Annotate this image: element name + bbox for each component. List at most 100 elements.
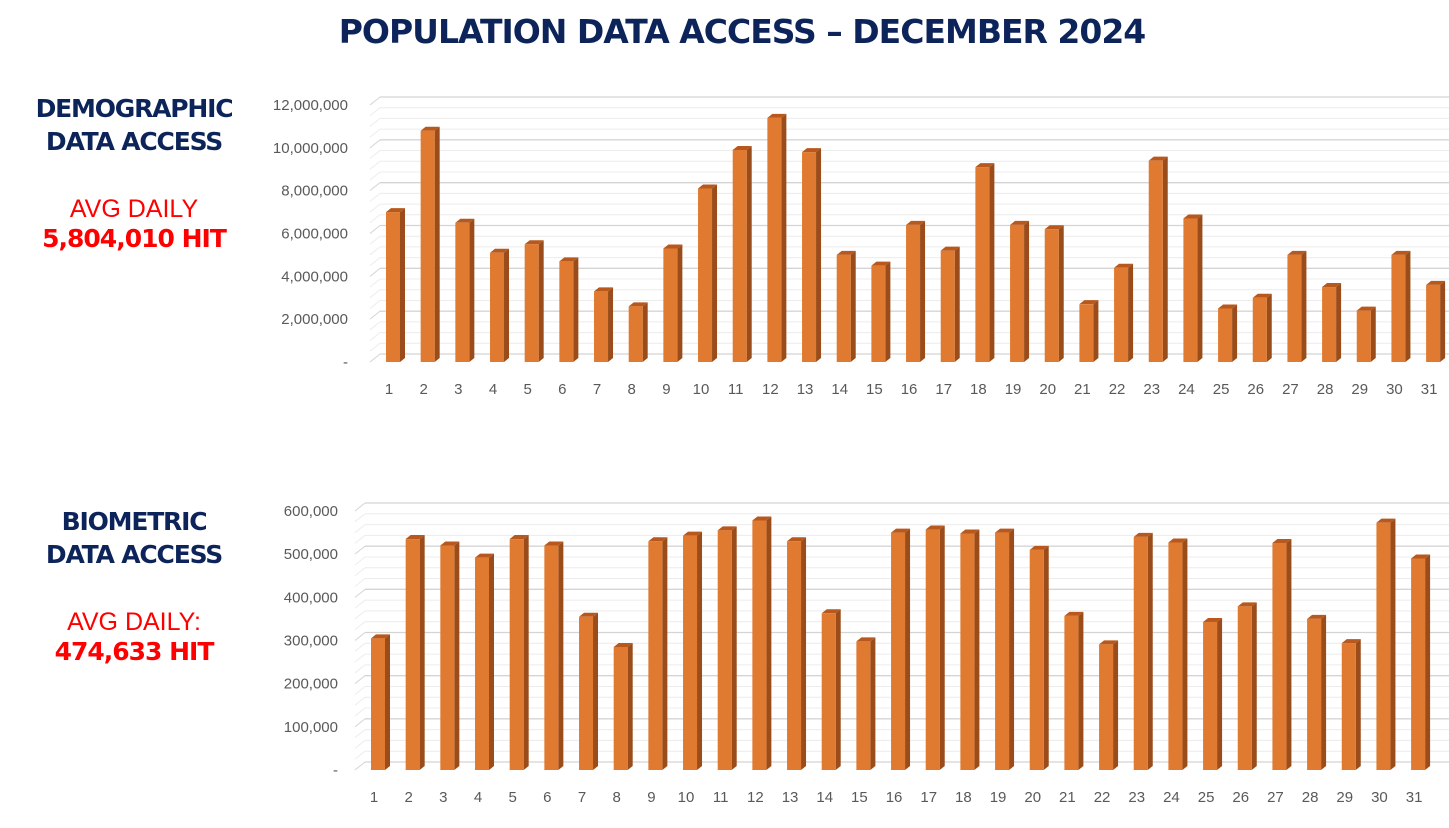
gridline-depth: [354, 621, 366, 631]
gridline-depth: [369, 353, 381, 363]
bar-top: [440, 541, 460, 546]
x-tick-label: 9: [647, 789, 655, 806]
x-tick-label: 3: [454, 381, 462, 398]
y-tick-label: 4,000,000: [281, 268, 348, 285]
bar-side: [850, 250, 856, 362]
x-tick-label: 6: [543, 789, 551, 806]
bar: [1426, 284, 1441, 362]
bar-top: [1064, 611, 1084, 616]
x-tick-label: 6: [558, 381, 566, 398]
bar: [524, 244, 539, 362]
gridline-depth: [369, 257, 381, 267]
bar-side: [1370, 306, 1376, 362]
x-tick-label: 10: [693, 381, 710, 398]
x-tick-label: 2: [419, 381, 427, 398]
x-tick-label: 13: [797, 381, 814, 398]
gridline-depth: [369, 321, 381, 331]
bar: [490, 252, 505, 362]
bar-top: [663, 244, 683, 249]
bar-top: [1183, 214, 1203, 219]
gridline-depth: [369, 118, 381, 127]
bar-top: [906, 220, 926, 225]
bar-side: [870, 637, 876, 770]
bar-side: [1197, 214, 1203, 362]
bar-side: [905, 528, 911, 770]
gridline-depth: [354, 696, 366, 706]
bar-top: [1218, 304, 1238, 309]
bar: [767, 117, 782, 362]
gridline-depth: [369, 139, 381, 149]
bar: [544, 545, 559, 770]
bar-top: [559, 257, 579, 262]
gridline-depth: [369, 246, 381, 256]
bar-side: [469, 218, 475, 362]
bar-top: [1391, 250, 1411, 255]
x-tick-label: 15: [866, 381, 883, 398]
gridline-depth: [354, 718, 366, 728]
bar-side: [608, 287, 614, 362]
demographic-heading-2: DATA ACCESS: [45, 127, 223, 156]
gridline-depth: [354, 524, 366, 533]
x-tick-label: 29: [1351, 381, 1368, 398]
x-tick-label: 26: [1247, 381, 1264, 398]
bar-side: [816, 148, 822, 362]
bar-side: [1128, 263, 1134, 362]
bar: [455, 222, 470, 362]
biometric-avg-label: AVG DAILY:: [67, 608, 201, 636]
bar-side: [1078, 611, 1084, 770]
bar-top: [405, 535, 425, 540]
bar: [420, 130, 435, 362]
x-tick-label: 9: [662, 381, 670, 398]
x-tick-label: 5: [509, 789, 517, 806]
page-title: POPULATION DATA ACCESS – DECEMBER 2024: [338, 12, 1147, 51]
bar: [802, 152, 817, 362]
bar-side: [1251, 602, 1257, 770]
bar-side: [434, 126, 440, 362]
bar: [836, 254, 851, 362]
biometric-panel: BIOMETRIC DATA ACCESS AVG DAILY: 474,633…: [0, 505, 268, 667]
bar-side: [835, 609, 841, 770]
bar-top: [925, 525, 945, 530]
bar-top: [683, 531, 703, 536]
bar-top: [821, 609, 841, 614]
bar-top: [1341, 639, 1361, 644]
gridline-depth: [354, 567, 366, 577]
bar-top: [1044, 225, 1064, 230]
bar: [925, 529, 940, 770]
bar-side: [523, 535, 529, 770]
x-tick-label: 22: [1109, 381, 1126, 398]
gridline-depth: [369, 192, 381, 202]
bar-top: [995, 528, 1015, 533]
y-tick-label: 6,000,000: [281, 226, 348, 243]
x-tick-label: 5: [524, 381, 532, 398]
gridline-depth: [354, 707, 366, 717]
bar-top: [648, 537, 668, 542]
bar: [1029, 549, 1044, 770]
bar: [386, 212, 400, 362]
bar-top: [1272, 538, 1292, 543]
gridline-depth: [369, 342, 381, 352]
x-tick-label: 10: [678, 789, 695, 806]
bar-side: [662, 537, 668, 770]
bar-side: [1043, 545, 1049, 770]
bar: [1391, 254, 1406, 362]
bar: [594, 291, 609, 362]
x-tick-label: 11: [728, 381, 744, 398]
x-tick-label: 25: [1198, 789, 1215, 806]
bar-top: [1029, 545, 1049, 550]
x-tick-label: 4: [474, 789, 482, 806]
y-tick-label: 600,000: [284, 503, 338, 520]
bar-side: [954, 246, 960, 362]
gridline-depth: [354, 513, 366, 523]
x-tick-label: 1: [370, 789, 378, 806]
bar-side: [1147, 532, 1153, 770]
y-tick-label: 400,000: [284, 589, 338, 606]
bar-top: [1287, 250, 1307, 255]
bar: [475, 557, 490, 770]
bar: [787, 541, 802, 770]
x-tick-label: 23: [1143, 381, 1160, 398]
x-tick-label: 28: [1302, 789, 1319, 806]
gridline-depth: [369, 128, 381, 138]
x-tick-label: 18: [955, 789, 972, 806]
